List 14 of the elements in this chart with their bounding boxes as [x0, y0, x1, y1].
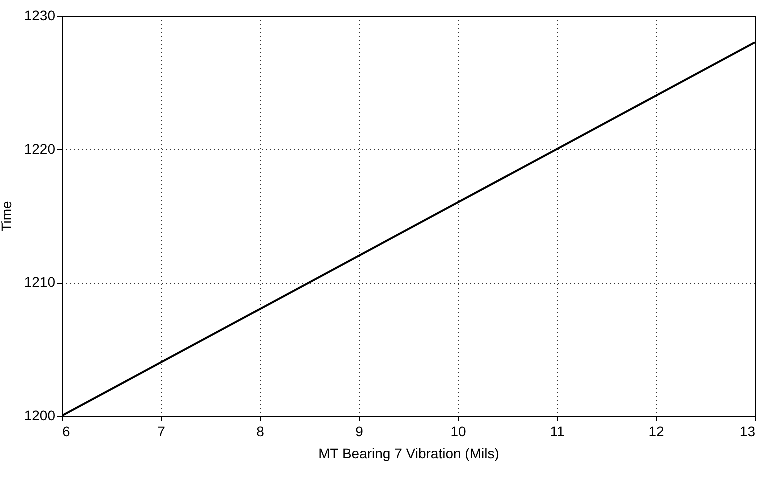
x-tick-label: 11	[550, 424, 565, 440]
x-tick-label: 7	[158, 424, 166, 440]
x-tick-label: 10	[450, 424, 466, 440]
y-tick-label: 1200	[24, 408, 56, 424]
x-tick-label: 6	[62, 424, 70, 440]
x-tick-label: 12	[648, 424, 664, 440]
y-axis-title: Time	[0, 200, 14, 232]
y-tick-label: 1230	[24, 8, 56, 24]
x-tick-label: 9	[356, 424, 364, 440]
y-tick-label: 1220	[24, 140, 56, 157]
x-tick-label: 13	[740, 424, 756, 440]
y-tick-label: 1210	[24, 274, 56, 290]
x-tick-label: 8	[256, 424, 265, 440]
x-axis-title: MT Bearing 7 Vibration (Mils)	[318, 446, 500, 462]
